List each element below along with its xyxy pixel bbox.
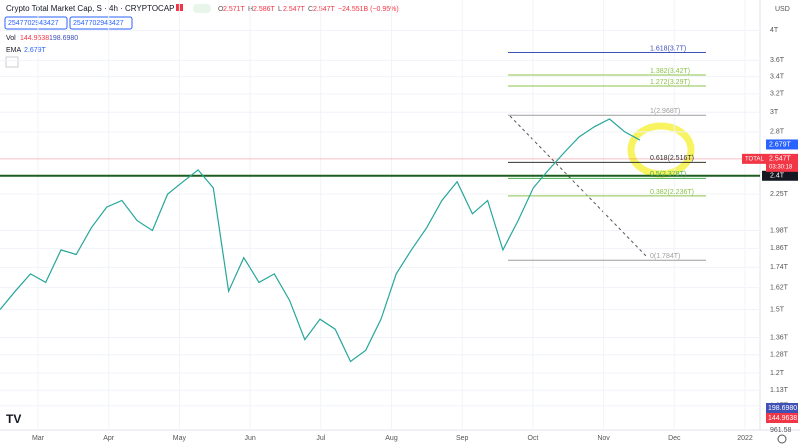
- price-line: [0, 118, 641, 363]
- logo: TV: [6, 412, 21, 426]
- support-label: 2.4T: [770, 173, 785, 180]
- fib-label: 0.5(2.378T): [650, 171, 686, 178]
- y-axis-bottom-label: 961.58: [770, 427, 792, 434]
- fib-label: 0.382(2.236T): [650, 189, 694, 196]
- vol-tag-label: 198.6980: [768, 405, 797, 412]
- vol-label: Vol: [6, 35, 16, 42]
- last-label: 2.547T: [769, 156, 792, 163]
- support-tag: [762, 170, 798, 181]
- fib-label: 0.618(2.516T): [650, 155, 694, 162]
- ema-value: 2.679T: [24, 47, 47, 54]
- ohlc-value: 2.547T: [313, 6, 336, 13]
- input-value: 2547702943427: [8, 20, 59, 27]
- y-tick-label: 1.36T: [770, 334, 789, 341]
- y-tick-label: 2.8T: [770, 129, 785, 136]
- change: −24.551B (−0.95%): [338, 6, 399, 13]
- x-tick-label: Sep: [456, 435, 469, 442]
- ohlc-key: L: [278, 6, 282, 13]
- status-pill[interactable]: [193, 4, 211, 13]
- symbol-label: TOTAL: [745, 156, 764, 162]
- y-tick-label: 1.5T: [770, 306, 785, 313]
- vol-value: 144.9638: [20, 35, 49, 42]
- ohlc-value: 2.571T: [223, 6, 246, 13]
- vol-value: 198.6980: [49, 35, 78, 42]
- y-tick-label: 3.2T: [770, 91, 785, 98]
- y-tick-label: 1.13T: [770, 387, 789, 394]
- input-box[interactable]: [4, 16, 68, 30]
- ohlc-value: 2.586T: [253, 6, 276, 13]
- x-tick-label: Nov: [597, 435, 610, 442]
- ohlc-value: 2.547T: [283, 6, 306, 13]
- currency: USD: [775, 6, 790, 13]
- input-box[interactable]: [69, 16, 133, 30]
- x-tick-label: Aug: [385, 435, 398, 442]
- x-tick-label: Mar: [32, 435, 45, 442]
- y-tick-label: 1.2T: [770, 370, 785, 377]
- ohlc-key: O: [218, 6, 224, 13]
- ema-tag: [766, 139, 798, 150]
- settings-icon[interactable]: [777, 434, 787, 444]
- fib-label: 1(2.968T): [650, 108, 680, 115]
- y-tick-label: 3.6T: [770, 57, 785, 64]
- fib-label: 1.618(3.7T): [650, 45, 686, 52]
- ohlc-key: C: [308, 6, 313, 13]
- last-tag: [766, 153, 798, 172]
- x-tick-label: Oct: [527, 435, 538, 442]
- vol-tag: [766, 403, 798, 413]
- y-tick-label: 1.62T: [770, 285, 789, 292]
- x-tick-label: Jul: [316, 435, 325, 442]
- fib-label: 1.272(3.29T): [650, 79, 690, 86]
- x-tick-label: Apr: [103, 435, 115, 442]
- y-tick-label: 3T: [770, 109, 779, 116]
- y-tick-label: 1.28T: [770, 352, 789, 359]
- ema-label: EMA: [6, 47, 22, 54]
- x-tick-label: 2022: [737, 435, 753, 442]
- ema-tag-label: 2.679T: [769, 141, 792, 148]
- symbol-tag: [742, 153, 766, 164]
- y-tick-label: 3.4T: [770, 73, 785, 80]
- y-tick-label: 4T: [770, 27, 779, 34]
- vol-tag-label: 144.9638: [768, 415, 797, 422]
- vol-tag: [766, 413, 798, 423]
- fib-label: 0(1.784T): [650, 253, 680, 260]
- x-tick-label: Dec: [668, 435, 681, 442]
- y-tick-label: 1.74T: [770, 264, 789, 271]
- fib-label: 1.382(3.42T): [650, 68, 690, 75]
- y-tick-label: 2.25T: [770, 191, 789, 198]
- x-tick-label: Jun: [244, 435, 255, 442]
- y-tick-label: 1.98T: [770, 227, 789, 234]
- title: Crypto Total Market Cap, S · 4h · CRYPTO…: [6, 4, 175, 13]
- highlight-circle: [627, 122, 695, 178]
- countdown: 03:30:18: [769, 164, 793, 170]
- collapse-button[interactable]: [5, 56, 19, 68]
- input-value: 2547702943427: [73, 20, 124, 27]
- y-tick-label: 1.86T: [770, 245, 789, 252]
- x-tick-label: May: [173, 435, 187, 442]
